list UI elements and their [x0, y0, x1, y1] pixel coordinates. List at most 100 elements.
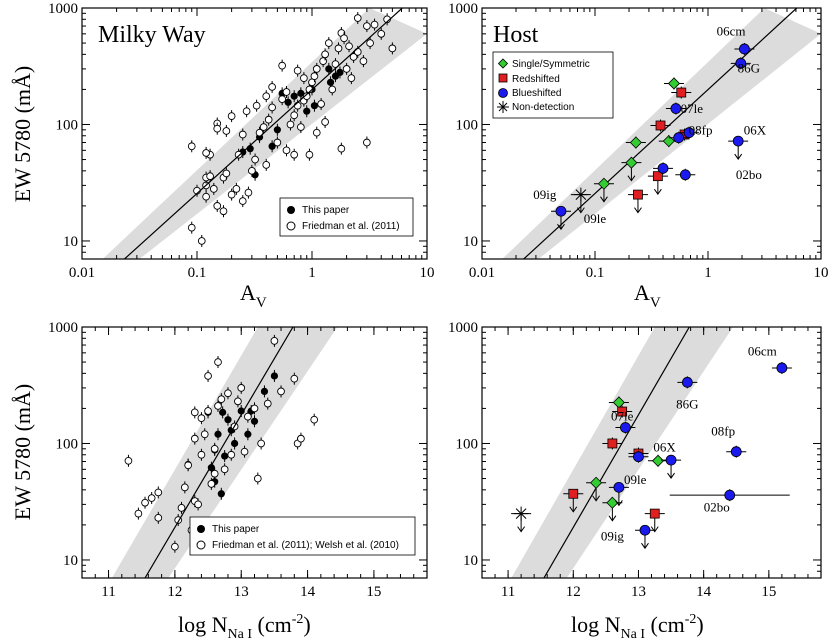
marker-open — [220, 465, 229, 474]
marker-filled — [244, 430, 252, 438]
marker-circle — [670, 103, 682, 114]
data-point — [671, 86, 692, 99]
legend-label: Blueshifted — [512, 88, 561, 99]
data-point — [363, 136, 371, 149]
data-point — [366, 37, 374, 50]
marker-circle — [633, 451, 644, 463]
marker-open — [363, 22, 371, 30]
marker-open — [293, 66, 302, 75]
data-point — [204, 369, 212, 382]
data-point — [227, 110, 236, 123]
upper-limit-arrowhead — [517, 526, 526, 533]
marker-open — [388, 44, 397, 53]
data-point — [210, 442, 219, 455]
data-point — [325, 62, 333, 75]
marker-diamond — [662, 135, 675, 148]
x-tick-label: 0.01 — [69, 265, 95, 281]
marker-circle — [776, 362, 788, 374]
point-annotation: 06cm — [748, 343, 777, 358]
data-point — [293, 64, 302, 77]
data-point — [317, 97, 325, 110]
data-point — [290, 109, 299, 122]
marker-filled — [250, 417, 259, 425]
y-tick-label: 1000 — [448, 1, 478, 17]
data-point — [675, 168, 696, 181]
data-point — [251, 153, 259, 166]
marker-open — [259, 123, 268, 131]
data-point — [197, 412, 206, 425]
legend-marker-filled — [287, 206, 295, 214]
marker-open — [253, 474, 262, 483]
x-label-close: ) — [303, 612, 310, 637]
marker-filled — [270, 372, 279, 380]
data-point — [290, 90, 298, 103]
data-point — [347, 72, 356, 85]
marker-open — [244, 412, 252, 421]
marker-open — [171, 542, 179, 551]
marker-filled — [268, 142, 276, 150]
marker-circle — [735, 57, 747, 69]
data-point — [282, 144, 291, 157]
data-point — [668, 131, 689, 144]
data-point — [334, 42, 343, 55]
marker-square — [568, 488, 579, 499]
data-point — [238, 195, 247, 208]
data-point — [154, 486, 163, 499]
marker-open — [297, 434, 305, 443]
legend-label: This paper — [212, 524, 260, 535]
data-point — [621, 156, 642, 182]
x-tick-label: 12 — [566, 584, 581, 600]
marker-open — [331, 60, 340, 68]
marker-open — [312, 65, 321, 73]
x-label-exp: -2 — [292, 612, 304, 627]
annotations-host-av: 06cm 86G 07le 08fp 06X 02bo 09ig 09le — [533, 24, 766, 226]
marker-open — [244, 188, 253, 197]
marker-open — [310, 72, 319, 80]
marker-open — [124, 456, 133, 465]
data-point — [278, 93, 286, 106]
marker-open — [141, 498, 149, 507]
marker-open — [250, 404, 259, 413]
data-point — [141, 496, 149, 509]
data-point — [204, 405, 212, 418]
marker-open — [197, 450, 206, 459]
marker-filled — [325, 65, 333, 73]
marker-filled — [303, 107, 311, 115]
marker-filled — [326, 78, 335, 86]
data-point — [270, 369, 279, 382]
point-annotation: 07le — [611, 409, 634, 424]
marker-open — [305, 150, 314, 159]
data-point — [217, 393, 226, 406]
marker-open — [213, 124, 222, 133]
marker-open — [290, 374, 299, 383]
data-point — [268, 80, 276, 93]
marker-open — [359, 57, 368, 65]
data-point — [290, 148, 299, 161]
ticks-host-av: 0.01 0.1 1 10 10 100 1000 — [448, 1, 829, 281]
y-tick-label: 100 — [56, 436, 79, 452]
point-annotation: 09le — [584, 211, 607, 226]
marker-open — [224, 389, 232, 398]
data-point — [644, 508, 665, 533]
marker-open — [219, 207, 228, 216]
point-annotation: 06cm — [717, 24, 746, 39]
marker-open — [302, 92, 311, 101]
marker-open — [190, 408, 199, 417]
legend-marker-square — [498, 73, 508, 83]
data-point — [190, 432, 199, 445]
marker-filled — [336, 68, 344, 76]
marker-open — [200, 430, 209, 439]
x-label-sub: Na I — [621, 627, 646, 642]
x-tick-label: 11 — [501, 584, 515, 600]
marker-diamond — [667, 77, 681, 90]
data-point — [563, 488, 584, 513]
data-point — [264, 113, 273, 126]
marker-circle — [732, 135, 744, 147]
x-tick-label: 10 — [814, 265, 829, 281]
marker-open — [255, 128, 264, 137]
marker-open — [217, 395, 226, 404]
data-point — [388, 42, 397, 55]
ticks-host-na: 11 12 13 14 15 10 100 1000 — [448, 320, 822, 600]
data-point — [224, 387, 232, 400]
legend-label: Non-detection — [512, 102, 574, 113]
